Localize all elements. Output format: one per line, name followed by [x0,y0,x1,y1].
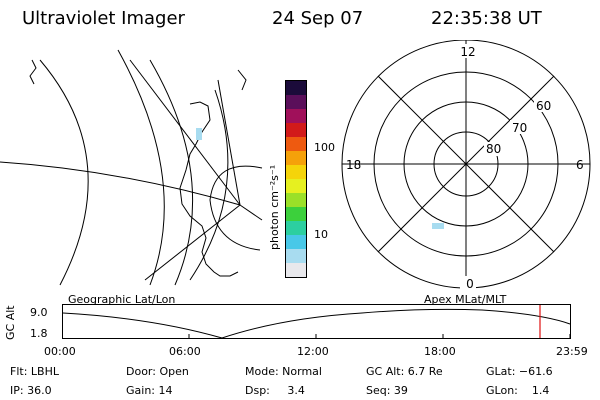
geographic-plot-label: Geographic Lat/Lon [68,293,176,306]
info-flt: Flt: LBHL [10,365,59,378]
meridian-line-3 [129,59,241,206]
colorbar [285,80,307,278]
colorbar-swatch [286,249,306,263]
colorbar-swatch [286,137,306,151]
info-door: Door: Open [126,365,189,378]
colorbar-tick-100: 100 [314,141,335,154]
polar-plot-label: Apex MLat/MLT [424,293,507,306]
timeline-tick-2359: 23:59 [556,345,588,358]
info-glon: GLon: 1.4 [486,384,550,397]
timeline-tick-0000: 00:00 [44,345,76,358]
colorbar-swatch [286,179,306,193]
coastline-fragment-2 [237,69,247,91]
timeline-tick-1200: 12:00 [297,345,329,358]
info-glat: GLat: −61.6 [486,365,553,378]
pole-circle [209,165,263,251]
colorbar-tick-10: 10 [314,228,328,241]
header-time: 22:35:38 UT [431,8,542,29]
meridian-line-5 [239,204,263,221]
coastline-fragment [29,59,37,85]
colorbar-swatch [286,207,306,221]
colorbar-swatch [286,165,306,179]
colorbar-unit-label: photon cm⁻²s⁻¹ [268,164,281,250]
info-ip: IP: 36.0 [10,384,52,397]
mlt-12-label: 12 [460,45,475,59]
timeline-y-label: GC Alt [4,305,17,340]
timeline-tick-0600: 06:00 [169,345,201,358]
polar-mlat-mlt-plot: 12 0 18 6 60 70 80 [341,40,591,291]
app-title: Ultraviolet Imager [22,8,185,29]
info-mode: Mode: Normal [245,365,322,378]
mlat-80-label: 80 [486,142,501,156]
timeline-tick-1800: 18:00 [424,345,456,358]
colorbar-swatch [286,95,306,109]
lat-arc-3 [149,59,194,286]
colorbar-swatch [286,151,306,165]
meridian-line-4 [217,79,241,206]
colorbar-swatch [286,81,306,95]
mlt-18-label: 18 [346,158,361,172]
timeline-y-top: 9.0 [30,306,48,319]
info-gc-alt: GC Alt: 6.7 Re [366,365,443,378]
info-gain: Gain: 14 [126,384,173,397]
info-seq: Seq: 39 [366,384,408,397]
info-dsp: Dsp: 3.4 [245,384,305,397]
colorbar-swatch [286,263,306,277]
header-date: 24 Sep 07 [272,8,364,29]
timeline-frame [62,304,571,339]
lat-arc-4 [189,89,229,281]
mlat-70-label: 70 [512,121,527,135]
aurora-spot-polar [432,223,444,229]
lat-arc-1 [39,59,89,286]
geographic-map-plot [0,49,263,286]
coastline [179,101,239,277]
aurora-spot [196,128,202,140]
meridian-line-1 [0,161,241,206]
lat-arc-2 [117,49,165,286]
colorbar-swatch [286,109,306,123]
colorbar-swatch [286,221,306,235]
mlt-6-label: 6 [576,158,584,172]
colorbar-swatch [286,235,306,249]
colorbar-swatch [286,123,306,137]
polar-diag-2 [377,75,555,253]
mlat-60-label: 60 [536,99,551,113]
altitude-curve [62,308,571,339]
meridian-line-2 [144,204,241,281]
colorbar-swatch [286,193,306,207]
timeline-y-bottom: 1.8 [30,327,48,340]
altitude-timeline [62,304,571,339]
mlt-0-label: 0 [466,277,474,291]
